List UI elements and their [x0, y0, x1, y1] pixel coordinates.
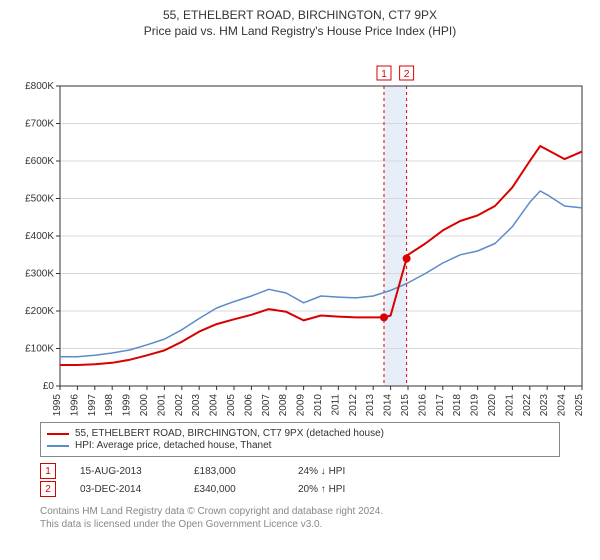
chart-titles: 55, ETHELBERT ROAD, BIRCHINGTON, CT7 9PX… [10, 8, 590, 38]
svg-text:2005: 2005 [226, 394, 237, 416]
svg-text:2003: 2003 [191, 394, 202, 416]
transaction-row: 1 15-AUG-2013 £183,000 24% ↓ HPI [40, 463, 560, 479]
svg-text:2001: 2001 [156, 394, 167, 416]
footer-line-1: Contains HM Land Registry data © Crown c… [40, 505, 560, 518]
svg-text:2015: 2015 [400, 394, 411, 416]
svg-text:1996: 1996 [69, 394, 80, 416]
svg-text:2011: 2011 [330, 394, 341, 416]
svg-text:1: 1 [381, 69, 387, 80]
svg-text:1998: 1998 [104, 394, 115, 416]
title-subtitle: Price paid vs. HM Land Registry's House … [10, 24, 590, 38]
svg-text:£600K: £600K [25, 156, 54, 167]
footer-line-2: This data is licensed under the Open Gov… [40, 518, 560, 531]
legend-swatch-property [47, 433, 69, 435]
svg-text:2013: 2013 [365, 394, 376, 416]
legend-label-property: 55, ETHELBERT ROAD, BIRCHINGTON, CT7 9PX… [75, 428, 384, 439]
svg-text:2023: 2023 [539, 394, 550, 416]
transaction-date: 15-AUG-2013 [80, 466, 170, 477]
legend-swatch-hpi [47, 445, 69, 447]
svg-text:2024: 2024 [557, 394, 568, 416]
svg-text:2009: 2009 [296, 394, 307, 416]
svg-text:2007: 2007 [261, 394, 272, 416]
svg-text:£100K: £100K [25, 344, 54, 355]
svg-text:2012: 2012 [348, 394, 359, 416]
svg-text:£700K: £700K [25, 119, 54, 130]
legend: 55, ETHELBERT ROAD, BIRCHINGTON, CT7 9PX… [40, 422, 560, 457]
svg-text:2018: 2018 [452, 394, 463, 416]
svg-text:2022: 2022 [522, 394, 533, 416]
transactions-table: 1 15-AUG-2013 £183,000 24% ↓ HPI 2 03-DE… [40, 463, 560, 497]
svg-text:2002: 2002 [174, 394, 185, 416]
svg-text:2017: 2017 [435, 394, 446, 416]
svg-text:£300K: £300K [25, 269, 54, 280]
svg-text:£200K: £200K [25, 306, 54, 317]
svg-text:1997: 1997 [87, 394, 98, 416]
svg-text:2014: 2014 [383, 394, 394, 416]
price-chart: £0 £100K £200K £300K £400K £500K £600K £700K £80… [10, 38, 590, 416]
svg-text:2019: 2019 [470, 394, 481, 416]
transaction-delta: 24% ↓ HPI [298, 466, 345, 477]
svg-text:2025: 2025 [574, 394, 585, 416]
svg-text:1995: 1995 [52, 394, 63, 416]
svg-text:2021: 2021 [504, 394, 515, 416]
svg-text:£400K: £400K [25, 231, 54, 242]
legend-label-hpi: HPI: Average price, detached house, Than… [75, 440, 271, 451]
svg-text:2008: 2008 [278, 394, 289, 416]
svg-text:2020: 2020 [487, 394, 498, 416]
svg-text:£800K: £800K [25, 81, 54, 92]
transaction-price: £183,000 [194, 466, 274, 477]
legend-item-hpi: HPI: Average price, detached house, Than… [47, 440, 553, 451]
svg-text:2006: 2006 [243, 394, 254, 416]
transaction-price: £340,000 [194, 484, 274, 495]
svg-text:2: 2 [404, 69, 410, 80]
svg-text:2004: 2004 [209, 394, 220, 416]
transaction-marker-2: 2 [40, 481, 56, 497]
svg-text:£0: £0 [43, 381, 55, 392]
svg-text:2010: 2010 [313, 394, 324, 416]
svg-text:1999: 1999 [122, 394, 133, 416]
svg-text:£500K: £500K [25, 194, 54, 205]
footer-attribution: Contains HM Land Registry data © Crown c… [40, 505, 560, 531]
transaction-marker-1: 1 [40, 463, 56, 479]
title-address: 55, ETHELBERT ROAD, BIRCHINGTON, CT7 9PX [10, 8, 590, 22]
transaction-row: 2 03-DEC-2014 £340,000 20% ↑ HPI [40, 481, 560, 497]
svg-text:2016: 2016 [417, 394, 428, 416]
transaction-date: 03-DEC-2014 [80, 484, 170, 495]
transaction-delta: 20% ↑ HPI [298, 484, 345, 495]
svg-text:2000: 2000 [139, 394, 150, 416]
legend-item-property: 55, ETHELBERT ROAD, BIRCHINGTON, CT7 9PX… [47, 428, 553, 439]
